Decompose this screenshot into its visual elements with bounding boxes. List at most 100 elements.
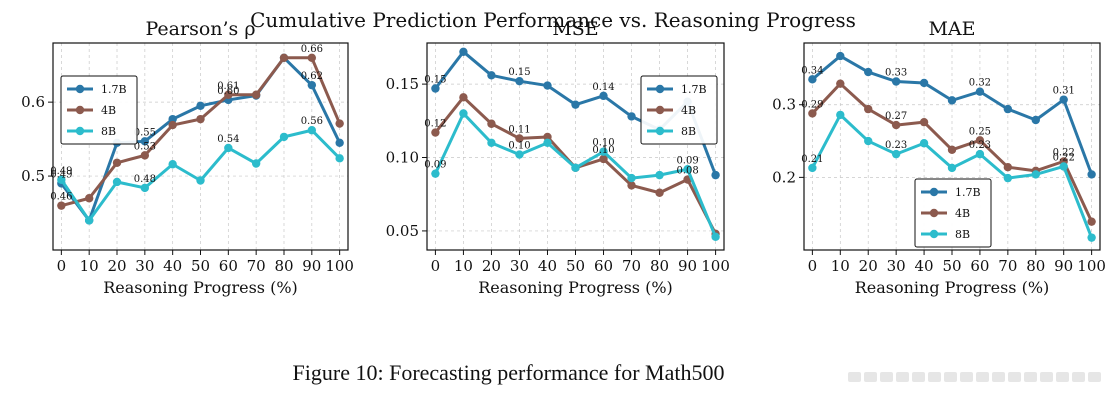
data-point-8b: [975, 149, 985, 159]
data-label: 0.61: [217, 81, 239, 92]
data-label: 0.08: [676, 166, 698, 177]
data-point-4b: [919, 117, 929, 127]
data-point-1-7b: [431, 84, 440, 93]
y-tick-label: 0.6: [21, 93, 45, 111]
data-point-1-7b: [168, 114, 177, 124]
data-point-8b: [655, 170, 664, 180]
legend: 1.7B 4B 8B: [60, 75, 138, 145]
data-label: 0.10: [592, 145, 614, 156]
data-point-8b: [947, 163, 957, 173]
data-point-8b: [599, 147, 608, 156]
data-point-4b: [1087, 217, 1096, 226]
data-point-8b: [571, 163, 580, 172]
data-label: 0.33: [885, 67, 907, 78]
data-point-1-7b: [196, 101, 205, 111]
x-axis-label: Reasoning Progress (%): [103, 278, 298, 297]
data-point-8b: [1003, 173, 1013, 183]
data-label: 0.25: [969, 126, 991, 137]
data-label: 0.49: [50, 169, 72, 180]
legend-label-4b: 4B: [681, 104, 696, 117]
data-point-1-7b: [1003, 104, 1013, 114]
data-point-8b: [919, 139, 929, 148]
data-point-1-7b: [459, 47, 468, 57]
data-point-8b: [431, 169, 440, 178]
panel-title: Pearson’s ρ: [145, 18, 255, 40]
legend-marker-8b: [75, 126, 85, 136]
data-label: 0.10: [592, 138, 614, 149]
x-tick-label: 50: [942, 257, 961, 275]
data-point-4b: [335, 119, 344, 128]
x-tick-label: 10: [831, 257, 850, 275]
data-point-4b: [1003, 163, 1013, 172]
data-point-4b: [975, 136, 985, 145]
x-tick-label: 30: [887, 257, 906, 275]
data-point-8b: [627, 173, 636, 183]
data-label: 0.21: [801, 154, 823, 165]
panel-pearson: 0.490.550.600.620.460.530.610.660.490.48…: [21, 18, 354, 297]
y-tick-label: 0.5: [21, 167, 45, 185]
data-point-1-7b: [1059, 95, 1068, 104]
y-tick-label: 0.3: [772, 96, 796, 114]
watermark-block: [848, 372, 861, 382]
data-point-4b: [543, 132, 552, 142]
data-point-4b: [655, 188, 664, 197]
x-tick-label: 0: [431, 257, 441, 275]
data-point-8b: [251, 159, 261, 168]
data-point-4b: [864, 104, 873, 114]
data-label: 0.56: [301, 116, 323, 127]
data-point-4b: [251, 90, 261, 99]
legend-marker-1-7b: [75, 84, 85, 94]
data-label: 0.46: [50, 192, 72, 203]
x-tick-label: 0: [808, 257, 818, 275]
data-label: 0.48: [134, 174, 156, 185]
legend-marker-4b: [655, 105, 665, 115]
panel-title: MAE: [928, 18, 975, 40]
x-axis-label: Reasoning Progress (%): [855, 278, 1050, 297]
legend-marker-4b: [929, 208, 939, 218]
data-point-4b: [487, 119, 496, 128]
figure-caption: Figure 10: Forecasting performance for M…: [292, 360, 725, 385]
data-label: 0.15: [508, 67, 530, 78]
data-label: 0.54: [217, 134, 239, 145]
data-label: 0.62: [301, 71, 323, 82]
x-tick-label: 100: [701, 257, 730, 275]
watermark-block: [992, 372, 1005, 382]
data-point-4b: [599, 154, 608, 164]
data-point-8b: [57, 175, 66, 184]
watermark-block: [960, 372, 973, 382]
legend-label-8b: 8B: [955, 228, 970, 241]
data-point-4b: [224, 90, 233, 99]
data-point-4b: [431, 128, 440, 137]
data-point-4b: [196, 114, 205, 124]
x-tick-label: 100: [1077, 257, 1106, 275]
x-axis-label: Reasoning Progress (%): [478, 278, 673, 297]
data-label: 0.29: [801, 99, 823, 110]
data-point-8b: [711, 232, 720, 241]
legend: 1.7B 4B 8B: [640, 75, 718, 145]
data-point-1-7b: [1031, 115, 1040, 125]
legend: 1.7B 4B 8B: [914, 178, 992, 248]
legend-label-4b: 4B: [101, 104, 116, 117]
data-point-8b: [279, 132, 289, 142]
data-point-1-7b: [808, 75, 817, 84]
x-tick-label: 20: [482, 257, 501, 275]
data-label: 0.60: [217, 86, 239, 97]
panel-title: MSE: [552, 18, 598, 40]
x-tick-label: 10: [80, 257, 99, 275]
data-label: 0.32: [969, 78, 991, 89]
y-tick-label: 0.15: [386, 75, 419, 93]
data-label: 0.34: [801, 65, 823, 76]
data-point-1-7b: [947, 96, 957, 105]
x-tick-label: 60: [970, 257, 989, 275]
data-point-1-7b: [140, 137, 150, 146]
data-label: 0.27: [885, 111, 907, 122]
data-point-8b: [168, 160, 177, 169]
x-tick-label: 70: [998, 257, 1017, 275]
x-tick-label: 20: [107, 257, 126, 275]
data-label: 0.53: [134, 141, 156, 152]
data-label: 0.23: [885, 140, 907, 151]
legend-label-8b: 8B: [101, 125, 116, 138]
x-tick-label: 70: [622, 257, 641, 275]
panel-mae: 0.34 0.330.320.310.290.270.250.220.210.23…: [772, 18, 1106, 297]
x-tick-label: 40: [163, 257, 182, 275]
